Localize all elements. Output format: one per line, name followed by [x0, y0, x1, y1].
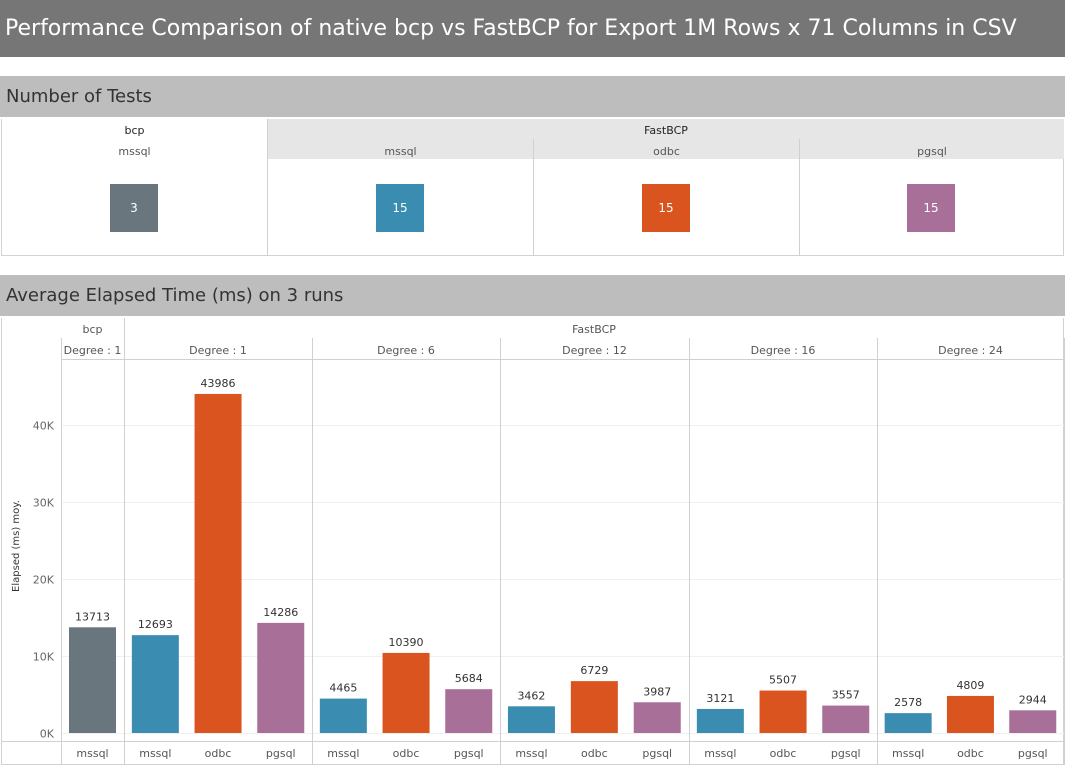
- tests-sub-label: pgsql: [917, 145, 947, 158]
- elapsed-section-header: Average Elapsed Time (ms) on 3 runs: [0, 275, 1065, 316]
- tests-group-fastbcp: FastBCP: [644, 124, 688, 137]
- x-category-label: odbc: [770, 747, 797, 760]
- page-title: Performance Comparison of native bcp vs …: [0, 0, 1065, 57]
- test-count-tile: 15: [907, 184, 955, 232]
- bar-pgsql: [257, 622, 305, 733]
- degree-header: Degree : 1: [64, 344, 122, 357]
- y-tick-label: 0K: [40, 728, 55, 741]
- bar-value-label: 13713: [75, 610, 110, 623]
- elapsed-panel: bcp FastBCP 0K 10K 20K 30K 40K Elapsed (ms) moy…: [1, 318, 1065, 765]
- x-category-label: pgsql: [831, 747, 861, 760]
- tests-panel: bcp FastBCP mssql mssql odbc pgsql 3 15 …: [1, 119, 1064, 256]
- x-category-label: mssql: [892, 747, 924, 760]
- bar-value-label: 12693: [138, 618, 173, 631]
- tests-sub-label: mssql: [118, 145, 151, 158]
- tests-group-bcp: bcp: [124, 124, 145, 137]
- bar-value-label: 3557: [832, 689, 860, 702]
- bar-value-label: 6729: [580, 664, 608, 677]
- bar-pgsql: [445, 689, 493, 733]
- tests-sub-label: odbc: [653, 145, 680, 158]
- bar-value-label: 4465: [329, 682, 357, 695]
- bar-mssql: [696, 708, 744, 733]
- bar-odbc: [759, 690, 807, 733]
- x-category-label: odbc: [205, 747, 232, 760]
- bar-mssql: [131, 635, 179, 733]
- x-category-label: mssql: [515, 747, 547, 760]
- degree-header: Degree : 16: [751, 344, 816, 357]
- x-category-label: mssql: [76, 747, 108, 760]
- bar-value-label: 10390: [389, 636, 424, 649]
- divider: [533, 139, 534, 256]
- tests-sub-label: mssql: [384, 145, 417, 158]
- y-axis-label: Elapsed (ms) moy.: [11, 500, 22, 592]
- x-category-label: pgsql: [454, 747, 484, 760]
- x-category-label: odbc: [581, 747, 608, 760]
- y-tick-label: 40K: [33, 420, 55, 433]
- bar-mssql: [507, 706, 555, 733]
- x-category-label: mssql: [327, 747, 359, 760]
- divider: [799, 139, 800, 256]
- bar-value-label: 5684: [455, 672, 483, 685]
- x-category-label: odbc: [957, 747, 984, 760]
- bar-pgsql: [1009, 710, 1057, 733]
- bar-pgsql: [633, 702, 681, 733]
- x-category-label: odbc: [393, 747, 420, 760]
- y-tick-label: 20K: [33, 574, 55, 587]
- bar-odbc: [382, 652, 430, 733]
- bar-value-label: 3987: [643, 685, 671, 698]
- bar-mssql: [69, 627, 116, 733]
- bar-mssql: [319, 698, 367, 733]
- divider: [267, 119, 268, 256]
- tool-header: bcp: [82, 323, 102, 336]
- elapsed-bar-chart: bcp FastBCP 0K 10K 20K 30K 40K Elapsed (ms) moy…: [2, 318, 1065, 765]
- x-category-label: mssql: [139, 747, 171, 760]
- bar-value-label: 3121: [706, 692, 734, 705]
- x-category-label: pgsql: [1018, 747, 1048, 760]
- degree-header: Degree : 6: [377, 344, 435, 357]
- x-category-label: pgsql: [642, 747, 672, 760]
- bar-value-label: 2944: [1019, 693, 1047, 706]
- y-tick-label: 30K: [33, 497, 55, 510]
- degree-header: Degree : 12: [562, 344, 627, 357]
- bar-pgsql: [822, 705, 870, 733]
- bar-value-label: 2578: [894, 696, 922, 709]
- bar-odbc: [194, 393, 242, 733]
- degree-header: Degree : 1: [189, 344, 247, 357]
- test-count-tile: 15: [376, 184, 424, 232]
- test-count-tile: 15: [642, 184, 690, 232]
- bar-value-label: 14286: [263, 606, 298, 619]
- bar-value-label: 43986: [201, 377, 236, 390]
- bar-odbc: [570, 681, 618, 733]
- x-category-label: mssql: [704, 747, 736, 760]
- fastbcp-header-band: [268, 119, 1064, 159]
- test-count-tile: 3: [110, 184, 158, 232]
- bar-value-label: 3462: [517, 689, 545, 702]
- tool-header: FastBCP: [572, 323, 616, 336]
- bar-odbc: [946, 695, 994, 733]
- x-category-label: pgsql: [266, 747, 296, 760]
- tests-section-header: Number of Tests: [0, 76, 1065, 117]
- degree-header: Degree : 24: [938, 344, 1003, 357]
- bar-mssql: [884, 713, 932, 733]
- bar-value-label: 4809: [956, 679, 984, 692]
- y-tick-label: 10K: [33, 651, 55, 664]
- bar-value-label: 5507: [769, 674, 797, 687]
